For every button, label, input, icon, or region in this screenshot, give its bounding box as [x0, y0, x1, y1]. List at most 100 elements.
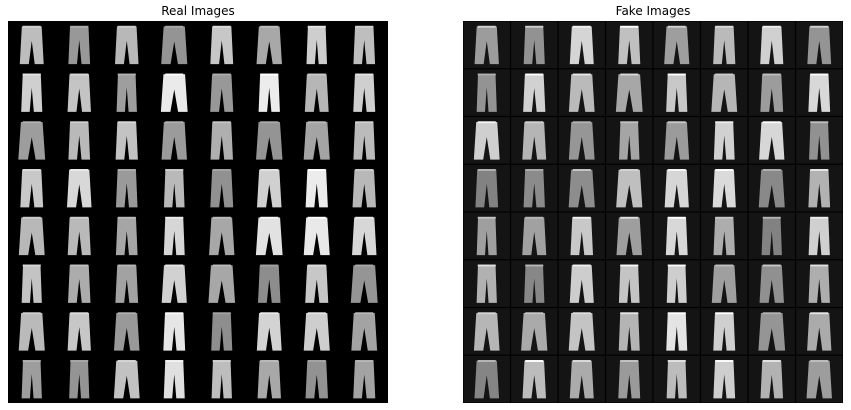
- trouser-silhouette: [257, 265, 281, 303]
- trouser-silhouette: [619, 122, 640, 160]
- waistband-detail: [620, 360, 639, 362]
- waistband-detail: [620, 169, 639, 171]
- waistband-detail: [355, 216, 374, 219]
- real-image-cell: [67, 216, 91, 256]
- real-image-cell: [20, 169, 44, 208]
- fake-image-cell: [476, 73, 497, 112]
- fake-image-cell: [618, 264, 640, 303]
- real-image-cell: [257, 360, 281, 399]
- trouser-silhouette: [473, 313, 500, 351]
- trouser-silhouette: [615, 74, 643, 112]
- waistband-detail: [620, 264, 639, 267]
- waistband-detail: [715, 216, 734, 219]
- trouser-silhouette: [160, 74, 188, 112]
- trouser-silhouette: [19, 26, 44, 65]
- trouser-silhouette: [115, 169, 138, 208]
- trouser-silhouette: [711, 265, 737, 303]
- trouser-silhouette: [256, 122, 283, 160]
- trouser-silhouette: [522, 360, 547, 399]
- trouser-silhouette: [256, 169, 282, 208]
- waistband-detail: [667, 312, 686, 315]
- waistband-detail: [810, 264, 829, 267]
- trouser-silhouette: [68, 265, 91, 303]
- waistband-detail: [810, 312, 829, 315]
- trouser-silhouette: [760, 74, 784, 112]
- waistband-detail: [477, 169, 496, 171]
- trouser-silhouette: [569, 360, 594, 399]
- waistband-detail: [715, 312, 734, 315]
- trouser-silhouette: [618, 265, 640, 303]
- trouser-silhouette: [522, 122, 547, 160]
- fake-images-title: Fake Images: [615, 4, 691, 18]
- trouser-silhouette: [474, 360, 500, 399]
- waistband-detail: [212, 312, 231, 315]
- fake-image-cell: [760, 73, 784, 112]
- real-image-cell: [115, 264, 139, 303]
- waistband-detail: [117, 360, 136, 362]
- waistband-detail: [810, 25, 829, 28]
- real-image-cell: [256, 169, 282, 208]
- trouser-silhouette: [665, 217, 688, 256]
- trouser-silhouette: [113, 313, 140, 351]
- waistband-detail: [70, 264, 89, 267]
- fake-image-cell: [666, 312, 688, 351]
- fake-image-cell: [615, 73, 643, 112]
- real-image-cell: [256, 312, 282, 351]
- waistband-detail: [715, 360, 734, 362]
- real-image-cell: [163, 216, 185, 256]
- trouser-silhouette: [476, 74, 497, 112]
- real-image-cell: [351, 312, 378, 351]
- waistband-detail: [810, 73, 829, 76]
- fake-image-cell: [713, 25, 736, 65]
- waistband-detail: [260, 169, 279, 171]
- trouser-silhouette: [666, 265, 687, 303]
- trouser-silhouette: [18, 122, 46, 160]
- trouser-silhouette: [161, 122, 187, 160]
- waistband-detail: [525, 121, 544, 124]
- fake-image-cell: [758, 312, 786, 351]
- fake-image-cell: [664, 121, 690, 160]
- trouser-silhouette: [476, 217, 497, 256]
- waistband-detail: [525, 264, 544, 267]
- waistband-detail: [307, 73, 326, 76]
- waistband-detail: [165, 216, 184, 219]
- real-image-cell: [304, 73, 329, 112]
- trouser-silhouette: [713, 217, 735, 256]
- real-image-cell: [305, 360, 328, 399]
- waistband-detail: [307, 312, 326, 315]
- trouser-silhouette: [758, 313, 786, 351]
- trouser-silhouette: [524, 265, 545, 303]
- waistband-detail: [117, 216, 136, 219]
- trouser-silhouette: [115, 265, 139, 303]
- trouser-silhouette: [306, 26, 328, 65]
- trouser-silhouette: [256, 313, 282, 351]
- fake-image-cell: [807, 25, 832, 65]
- trouser-silhouette: [570, 217, 594, 256]
- real-image-cell: [160, 73, 188, 112]
- trouser-silhouette: [522, 217, 547, 256]
- trouser-silhouette: [305, 360, 328, 399]
- real-image-cell: [66, 169, 92, 208]
- waistband-detail: [762, 121, 781, 124]
- real-image-cell: [68, 121, 91, 160]
- trouser-silhouette: [163, 217, 185, 256]
- trouser-silhouette: [350, 265, 378, 303]
- waistband-detail: [212, 264, 231, 267]
- real-image-cell: [303, 121, 330, 160]
- fake-images-panel: Fake Images: [463, 0, 843, 410]
- real-image-cell: [21, 264, 42, 303]
- trouser-silhouette: [210, 169, 234, 208]
- fake-image-cell: [619, 121, 640, 160]
- trouser-silhouette: [808, 74, 831, 112]
- waistband-detail: [572, 121, 591, 124]
- trouser-silhouette: [713, 313, 736, 351]
- waistband-detail: [307, 121, 326, 124]
- waistband-detail: [715, 169, 734, 171]
- trouser-silhouette: [20, 169, 44, 208]
- trouser-silhouette: [664, 169, 689, 208]
- trouser-silhouette: [569, 265, 594, 303]
- fake-image-cell: [523, 73, 546, 112]
- trouser-silhouette: [303, 313, 330, 351]
- fake-image-cell: [807, 312, 832, 351]
- fake-image-cell: [473, 121, 500, 160]
